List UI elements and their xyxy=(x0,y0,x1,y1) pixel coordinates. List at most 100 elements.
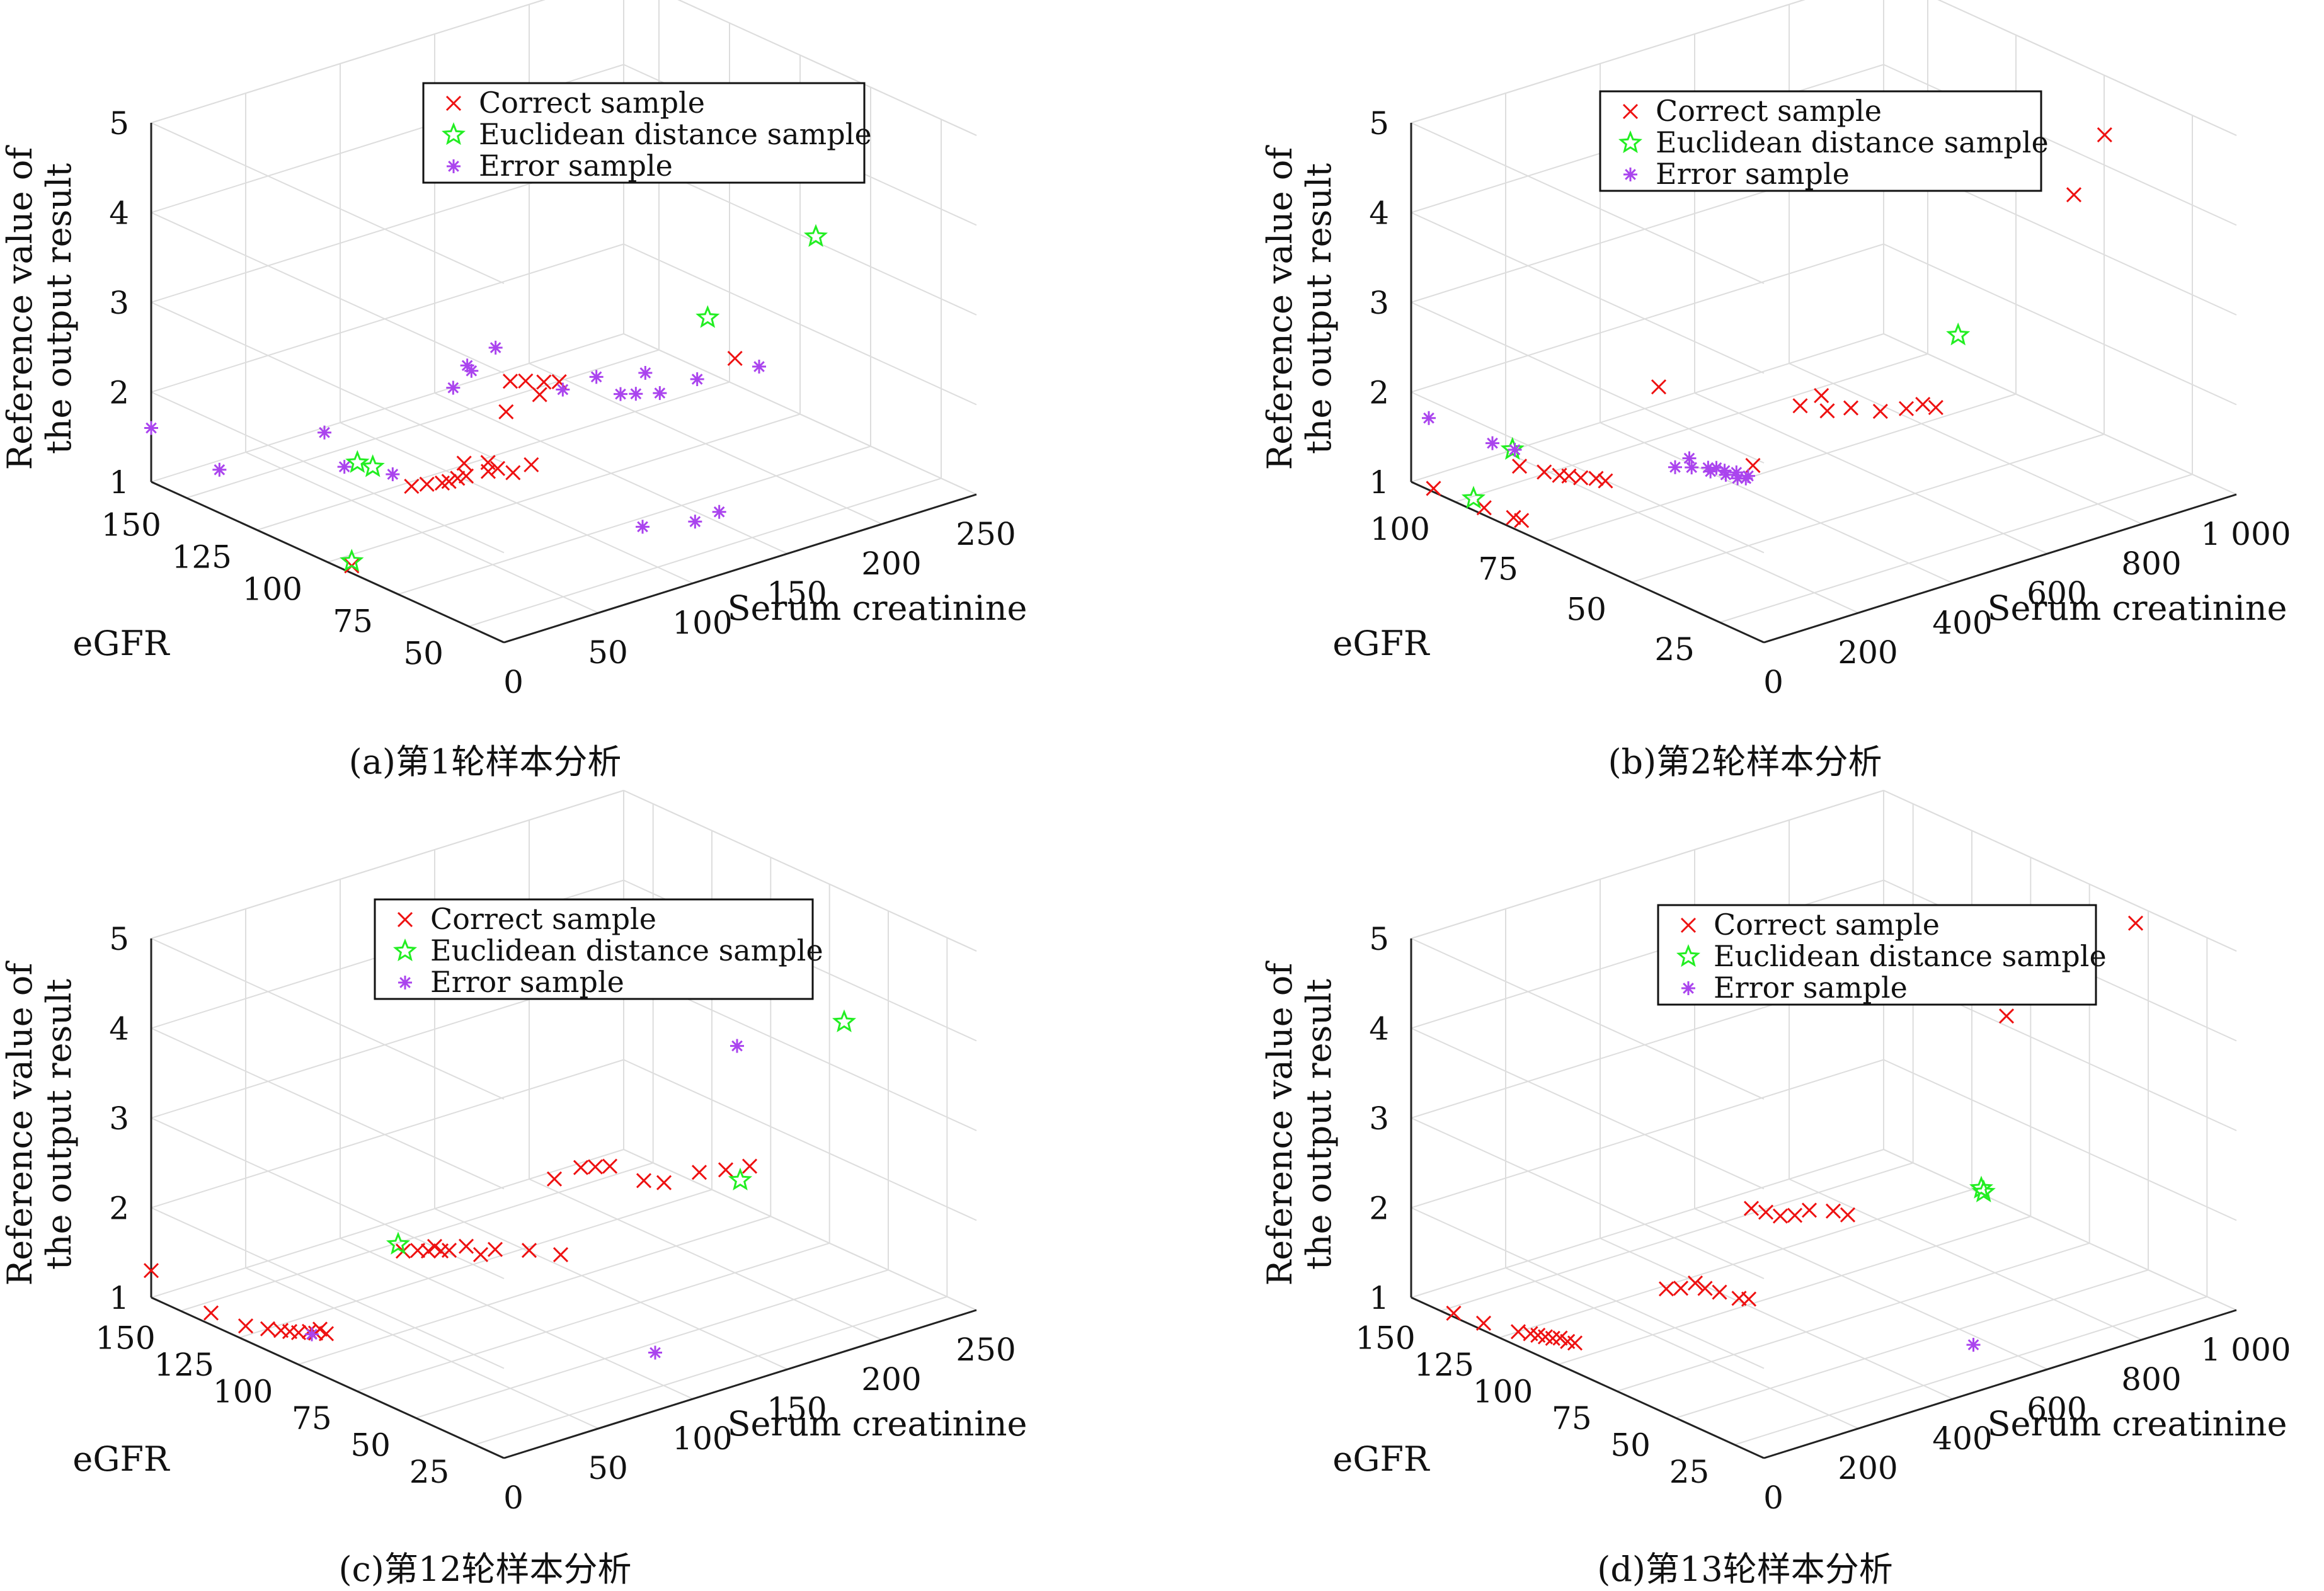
data-point xyxy=(238,1318,254,1334)
legend-entry-label: Euclidean distance sample xyxy=(430,933,823,967)
x-tick-label: 150 xyxy=(767,575,827,612)
y-axis-label: eGFR xyxy=(72,624,170,663)
grid-line xyxy=(1600,1238,1954,1400)
series-x xyxy=(344,350,743,574)
grid-line xyxy=(468,477,942,627)
x-axis-line xyxy=(1763,493,2237,644)
data-point xyxy=(203,1305,219,1321)
y-tick-label: 125 xyxy=(154,1347,214,1383)
grid-line xyxy=(180,1162,653,1312)
data-point xyxy=(1651,379,1667,395)
data-point xyxy=(1792,398,1808,414)
y-tick-label: 100 xyxy=(1473,1373,1533,1410)
grid-line xyxy=(1411,1117,1765,1279)
y-tick-label: 150 xyxy=(95,1320,155,1356)
grid-line xyxy=(1675,1269,2149,1419)
grid-line xyxy=(151,1027,505,1190)
grid-line xyxy=(1411,391,1765,554)
grid-line xyxy=(398,445,871,595)
data-point xyxy=(1969,1175,1994,1199)
data-point xyxy=(636,1173,652,1189)
y-tick-label: 100 xyxy=(213,1373,273,1410)
x-tick-label: 0 xyxy=(1763,664,1783,700)
data-point xyxy=(1485,436,1499,450)
grid-line xyxy=(1883,790,2237,952)
data-point xyxy=(1618,130,1643,154)
series-x xyxy=(1446,915,2144,1351)
data-point xyxy=(1598,473,1613,489)
z-tick-label: 4 xyxy=(1369,195,1389,232)
data-point xyxy=(727,350,743,367)
grid-line xyxy=(1543,393,2017,543)
data-point xyxy=(1422,411,1436,425)
y-tick-label: 75 xyxy=(1478,551,1518,588)
x-tick-label: 400 xyxy=(1932,605,1992,641)
data-point xyxy=(690,372,704,387)
grid-line xyxy=(529,1178,883,1340)
y-axis-label: eGFR xyxy=(1332,624,1430,663)
chart-panel-a: 0 50 100 150 200 250 150 125 100 75 50 1 2 3 4 5 Serum c… xyxy=(0,0,1027,782)
data-point xyxy=(653,386,667,401)
grid-line xyxy=(151,1117,505,1279)
data-point xyxy=(730,1039,744,1053)
z-axis-label-line: the output result xyxy=(1299,163,1339,454)
data-point xyxy=(1508,443,1522,457)
data-point xyxy=(629,387,643,401)
data-point xyxy=(614,387,627,401)
data-point xyxy=(143,1263,159,1279)
data-point xyxy=(446,380,461,395)
x-tick-label: 250 xyxy=(956,516,1016,552)
x-tick-label: 600 xyxy=(2027,575,2086,612)
data-point xyxy=(488,340,503,355)
grid-line xyxy=(1694,392,2048,554)
grid-line xyxy=(151,212,505,374)
z-tick-label: 3 xyxy=(1369,285,1389,321)
z-axis-label-line: Reference value of xyxy=(0,145,40,470)
data-point xyxy=(1998,1008,2015,1024)
legend-entry-label: Correct sample xyxy=(479,86,705,120)
x-tick-label: 50 xyxy=(588,1450,628,1486)
grid-line xyxy=(1411,1149,1884,1298)
data-point xyxy=(337,460,352,474)
z-tick-label: 1 xyxy=(1369,464,1389,501)
data-point xyxy=(1712,1284,1727,1300)
data-point xyxy=(441,474,457,489)
data-point xyxy=(589,370,604,384)
legend-entry-label: Error sample xyxy=(1656,157,1850,191)
data-point xyxy=(260,1321,276,1337)
grid-line xyxy=(340,1238,694,1400)
data-point xyxy=(1426,481,1441,496)
series-star xyxy=(340,224,828,572)
data-point xyxy=(741,1158,758,1174)
data-point xyxy=(1573,470,1589,486)
z-tick-label: 2 xyxy=(109,375,129,411)
series-star xyxy=(386,1009,857,1255)
data-point xyxy=(1928,399,1943,416)
x-tick-label: 200 xyxy=(861,545,921,582)
z-tick-label: 3 xyxy=(1369,1100,1389,1137)
grid-line xyxy=(1411,1059,1884,1209)
x-axis-line xyxy=(1763,1309,2237,1459)
chart-panel-b: 0 200 400 600 800 1 000 100 75 50 25 1 2 3 4 5 Serum cr… xyxy=(1260,0,2291,782)
z-axis-label: Reference value of the output result xyxy=(0,145,79,470)
data-point xyxy=(695,305,720,328)
y-tick-label: 50 xyxy=(1610,1427,1651,1463)
grid-line xyxy=(1411,938,1765,1100)
grid-line xyxy=(1505,1267,1859,1429)
legend-entry-label: Euclidean distance sample xyxy=(1656,125,2049,159)
legend-entry-label: Correct sample xyxy=(430,902,656,936)
data-point xyxy=(1758,1204,1774,1220)
grid-line xyxy=(151,0,546,123)
data-point xyxy=(2127,915,2144,931)
data-point xyxy=(472,1246,489,1262)
data-point xyxy=(1588,470,1604,486)
data-point xyxy=(1545,1330,1560,1346)
data-point xyxy=(1741,1291,1757,1307)
data-point xyxy=(456,455,472,471)
z-tick-label: 2 xyxy=(109,1190,129,1227)
data-point xyxy=(386,1231,411,1255)
data-point xyxy=(1567,1335,1583,1351)
data-point xyxy=(1743,1200,1760,1216)
data-point xyxy=(340,549,364,572)
